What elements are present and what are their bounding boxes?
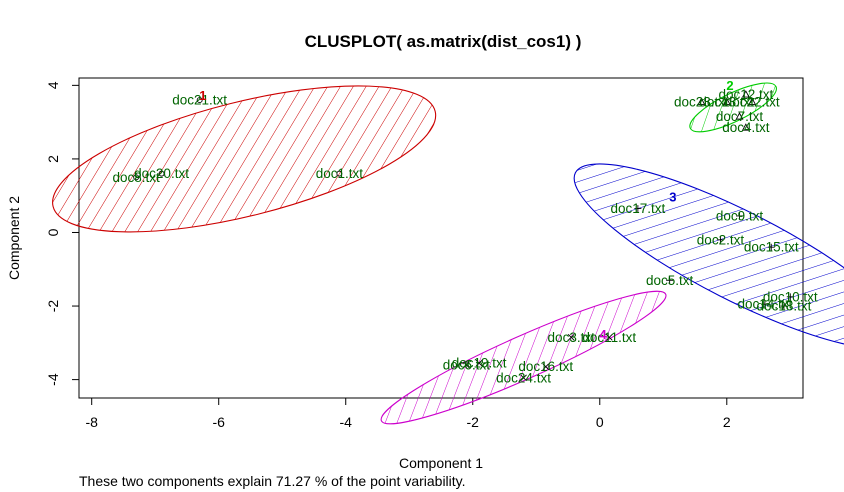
- point-marker: [741, 90, 750, 98]
- x-tick-label: 2: [723, 414, 731, 430]
- point-marker: [716, 236, 724, 244]
- point-marker: [697, 97, 706, 105]
- point-label: doc8.txt: [113, 170, 161, 185]
- point-marker: [336, 170, 343, 177]
- x-tick-label: -8: [85, 414, 98, 430]
- point-marker: [780, 302, 788, 310]
- point-label: doc13.txt: [699, 94, 754, 109]
- y-tick-label: -2: [45, 300, 61, 313]
- point-label: doc5.txt: [646, 273, 694, 288]
- point-marker: [767, 243, 775, 251]
- point-label: doc20.txt: [134, 166, 189, 181]
- point-marker: [475, 359, 483, 367]
- point-marker: [542, 363, 550, 371]
- point-marker: [605, 333, 613, 341]
- point-marker: [748, 97, 757, 105]
- point-label: doc11.txt: [582, 330, 636, 345]
- cluster-ellipse-2: [689, 82, 777, 133]
- cluster-ellipse-4: [380, 290, 667, 425]
- point-marker: [735, 212, 743, 220]
- point-marker: [761, 300, 769, 308]
- y-tick-label: -4: [45, 373, 61, 386]
- point-label: doc6.txt: [443, 357, 491, 372]
- y-tick-label: 0: [45, 228, 61, 236]
- point-marker: [634, 205, 642, 213]
- point-marker: [196, 97, 203, 104]
- point-label: doc19.txt: [452, 356, 507, 371]
- x-tick-label: -6: [212, 414, 225, 430]
- point-label: doc7.txt: [716, 109, 764, 124]
- point-label: doc17.txt: [610, 201, 665, 216]
- point-label: doc16.txt: [518, 359, 573, 374]
- cluster-ellipse-3: [573, 163, 844, 350]
- data-points: [133, 90, 794, 382]
- cluster-ellipses: [52, 82, 844, 425]
- point-label: doc1.txt: [316, 166, 364, 181]
- y-axis-label: Component 2: [6, 196, 22, 280]
- chart-title: CLUSPLOT( as.matrix(dist_cos1) ): [305, 32, 582, 51]
- point-label: doc23.txt: [674, 94, 729, 109]
- x-tick-label: -4: [340, 414, 353, 430]
- x-axis-label: Component 1: [399, 455, 483, 471]
- cluster-number-4: 4: [599, 327, 607, 342]
- y-tick-label: 4: [45, 81, 61, 89]
- point-label: doc9.txt: [716, 208, 764, 223]
- cluster-number-1: 1: [199, 88, 206, 103]
- point-marker: [463, 361, 470, 369]
- point-label: doc15.txt: [744, 240, 799, 255]
- point-marker: [666, 276, 674, 284]
- cluster-numbers: 1 2 3 4: [199, 78, 733, 342]
- point-label: doc21.txt: [172, 93, 227, 108]
- cluster-ellipse-1: [52, 85, 437, 233]
- point-marker: [133, 174, 140, 181]
- point-marker: [520, 374, 527, 382]
- point-label: doc4.txt: [722, 120, 770, 135]
- point-marker: [741, 123, 750, 131]
- point-label: doc10.txt: [763, 289, 818, 304]
- point-label: doc12.txt: [718, 87, 773, 102]
- point-marker: [567, 333, 575, 341]
- point-marker: [158, 170, 165, 177]
- point-marker: [735, 112, 744, 120]
- point-label: doc2.txt: [697, 232, 745, 247]
- x-tick-label: -2: [467, 414, 480, 430]
- cluster-number-3: 3: [669, 189, 676, 204]
- point-marker: [722, 97, 731, 105]
- y-tick-label: 2: [45, 155, 61, 163]
- point-marker: [786, 293, 794, 301]
- point-label: doc14.txt: [737, 297, 792, 312]
- x-tick-label: 0: [596, 414, 604, 430]
- point-label: doc18.txt: [757, 299, 812, 314]
- point-label: doc24.txt: [496, 370, 551, 385]
- point-label: doc3.txt: [548, 330, 596, 345]
- cluster-number-2: 2: [726, 78, 733, 93]
- footnote: These two components explain 71.27 % of …: [79, 473, 466, 489]
- point-label: doc22.txt: [725, 94, 780, 109]
- axes: -8 -6 -4 -2 0 2 -4 -2 0 2 4: [45, 81, 731, 430]
